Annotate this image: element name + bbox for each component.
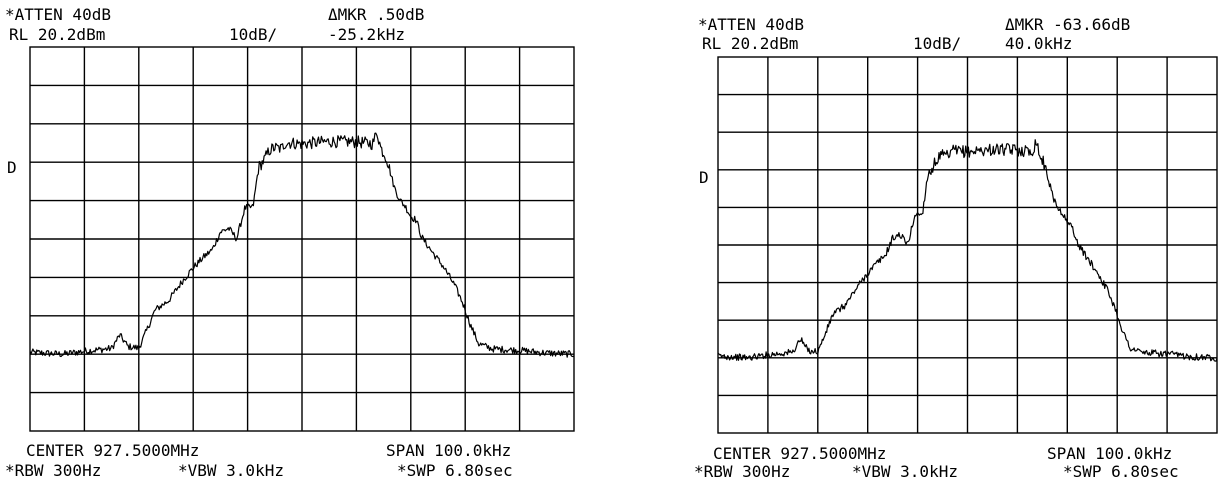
- detector-mark: D: [7, 158, 17, 177]
- detector-mark: D: [699, 168, 709, 187]
- marker-freq-label: -25.2kHz: [328, 25, 405, 44]
- sweep-label: *SWP 6.80sec: [1063, 462, 1179, 481]
- scale-label: 10dB/: [913, 34, 961, 53]
- spectrum-plot-right: *ATTEN 40dB RL 20.2dBm 10dB/ ΔMKR -63.66…: [694, 15, 1218, 481]
- vbw-label: *VBW 3.0kHz: [852, 462, 958, 481]
- sweep-label: *SWP 6.80sec: [397, 461, 513, 480]
- spectrum-trace-line: [29, 132, 575, 358]
- vbw-label: *VBW 3.0kHz: [178, 461, 284, 480]
- rbw-label: *RBW 300Hz: [694, 462, 790, 481]
- atten-label: *ATTEN 40dB: [698, 15, 804, 34]
- marker-delta-label: ΔMKR -63.66dB: [1005, 15, 1130, 34]
- trace-layer: [29, 132, 575, 358]
- rbw-label: *RBW 300Hz: [5, 461, 101, 480]
- ref-level-label: RL 20.2dBm: [9, 25, 105, 44]
- graticule: [29, 46, 575, 432]
- scale-label: 10dB/: [229, 25, 277, 44]
- spectrum-trace-line: [717, 139, 1218, 362]
- graticule: [717, 56, 1218, 434]
- span-label: SPAN 100.0kHz: [386, 441, 511, 460]
- center-freq-label: CENTER 927.5000MHz: [713, 444, 886, 463]
- center-freq-label: CENTER 927.5000MHz: [26, 441, 199, 460]
- spectrum-plot-left: *ATTEN 40dB RL 20.2dBm 10dB/ ΔMKR .50dB …: [5, 5, 575, 480]
- trace-layer: [717, 139, 1218, 362]
- atten-label: *ATTEN 40dB: [5, 5, 111, 24]
- span-label: SPAN 100.0kHz: [1047, 444, 1172, 463]
- marker-freq-label: 40.0kHz: [1005, 34, 1072, 53]
- ref-level-label: RL 20.2dBm: [702, 34, 798, 53]
- marker-delta-label: ΔMKR .50dB: [328, 5, 424, 24]
